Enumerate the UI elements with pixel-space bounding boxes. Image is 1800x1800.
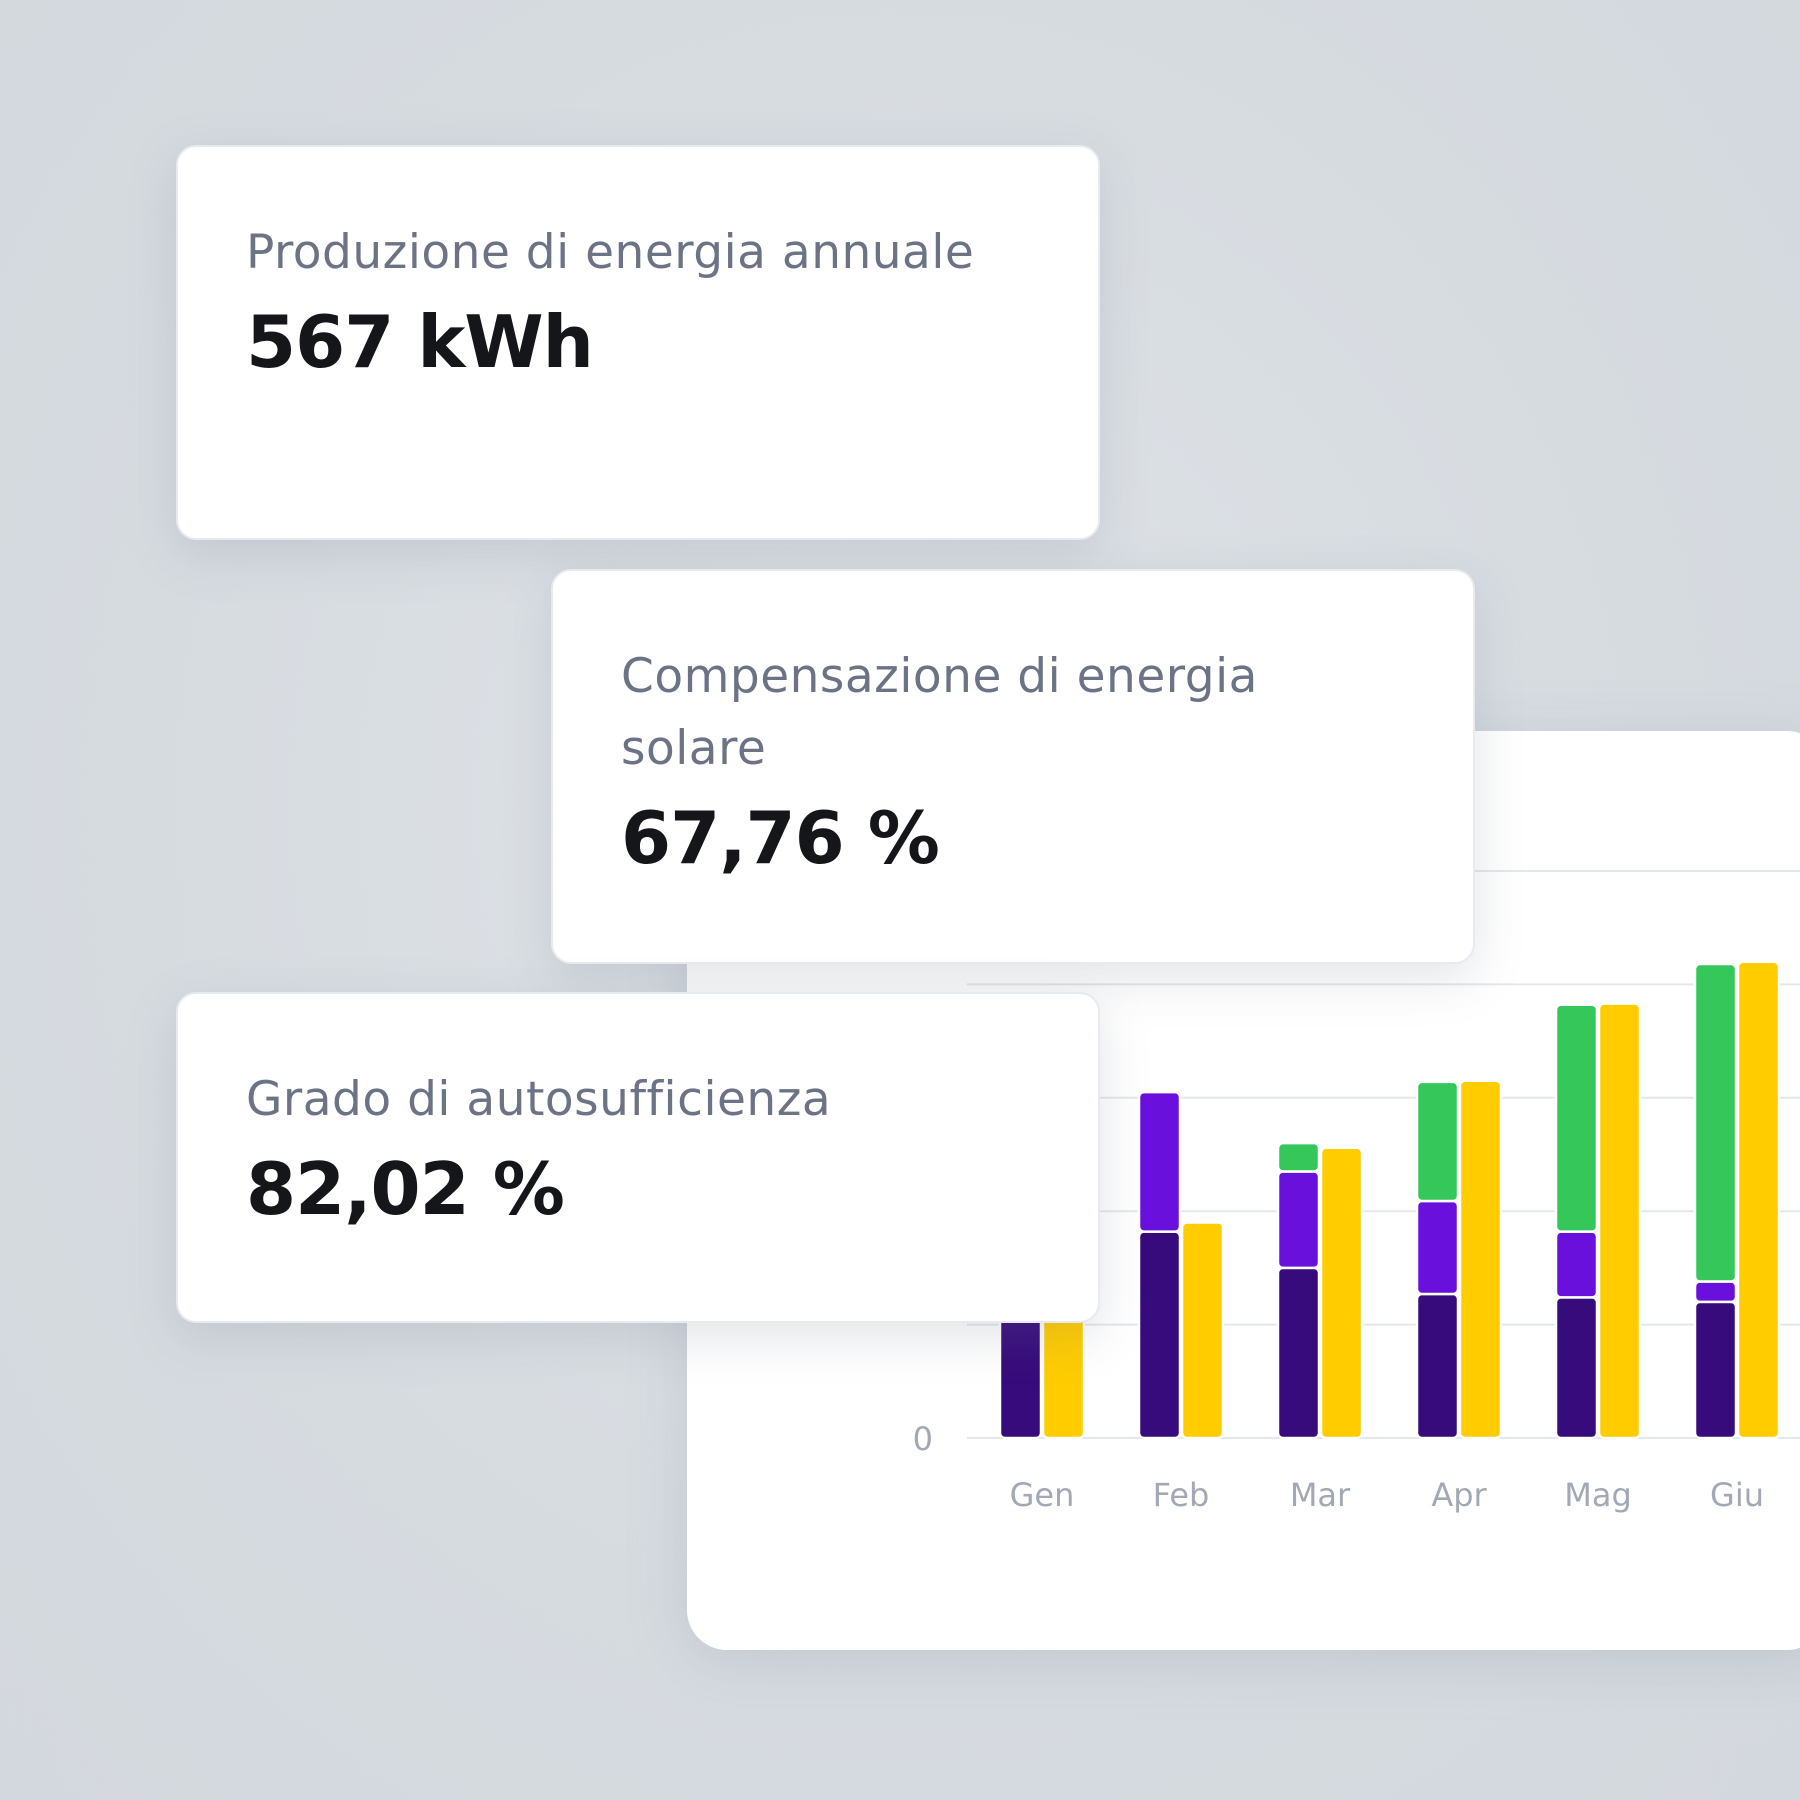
bar-mag-series-4 <box>1597 1002 1642 1440</box>
x-tick-label-mag: Mag <box>1564 1476 1632 1514</box>
bar-giu-series-4 <box>1736 960 1781 1440</box>
bar-apr-series-3 <box>1415 1080 1460 1203</box>
bar-feb-series-4 <box>1180 1221 1225 1440</box>
bar-mag-series-1 <box>1554 1296 1599 1440</box>
bar-mar-series-1 <box>1276 1266 1321 1440</box>
self-sufficiency-value: 82,02 % <box>246 1147 565 1231</box>
bar-giu-series-1 <box>1693 1300 1738 1440</box>
monthly-energy-chart: 0 Gen Feb Mar Apr Mag Giu <box>913 870 1800 1514</box>
bar-apr-series-1 <box>1415 1292 1460 1440</box>
bar-feb-series-2 <box>1137 1090 1182 1233</box>
self-sufficiency-label: Grado di autosufficienza <box>246 1072 832 1127</box>
x-tick-label-gen: Gen <box>1010 1476 1075 1514</box>
bar-apr-series-2 <box>1415 1199 1460 1296</box>
bar-mar-series-3 <box>1276 1141 1321 1173</box>
y-tick-label: 0 <box>913 1420 933 1458</box>
x-tick-label-apr: Apr <box>1431 1476 1487 1514</box>
annual-energy-production-value: 567 kWh <box>246 300 594 384</box>
self-sufficiency-card: Grado di autosufficienza 82,02 % <box>176 992 1100 1323</box>
bar-feb-series-1 <box>1137 1230 1182 1440</box>
bar-mag-series-3 <box>1554 1003 1599 1233</box>
annual-energy-production-label: Produzione di energia annuale <box>246 225 975 280</box>
bar-mar-series-2 <box>1276 1170 1321 1270</box>
bar-mar-series-4 <box>1319 1146 1364 1440</box>
solar-energy-compensation-card: Compensazione di energia solare 67,76 % <box>551 569 1475 964</box>
annual-energy-production-card: Produzione di energia annuale 567 kWh <box>176 145 1100 540</box>
bar-apr-series-4 <box>1458 1079 1503 1440</box>
x-tick-label-mar: Mar <box>1290 1476 1351 1514</box>
x-tick-label-giu: Giu <box>1710 1476 1764 1514</box>
solar-energy-compensation-value: 67,76 % <box>621 796 940 880</box>
solar-energy-compensation-label: Compensazione di energia solare <box>621 649 1258 776</box>
bar-giu-series-2 <box>1693 1280 1738 1304</box>
x-tick-label-feb: Feb <box>1153 1476 1210 1514</box>
bar-mag-series-2 <box>1554 1230 1599 1299</box>
bar-giu-series-3 <box>1693 962 1738 1283</box>
